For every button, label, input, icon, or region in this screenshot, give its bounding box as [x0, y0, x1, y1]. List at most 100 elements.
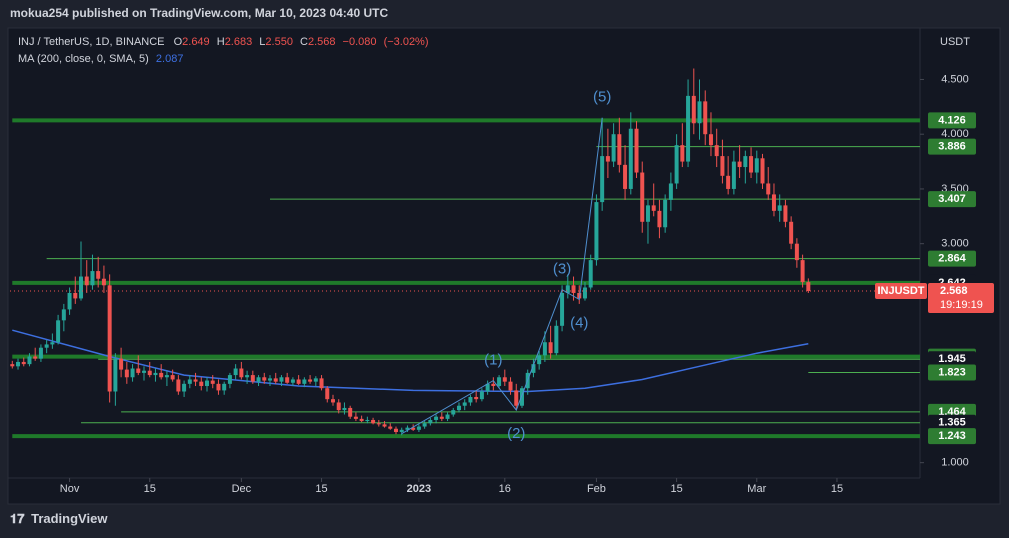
candle-body: [771, 194, 776, 211]
candle-body: [216, 383, 221, 391]
candle-body: [462, 402, 467, 406]
candle-body: [73, 292, 78, 299]
candle-body: [479, 391, 484, 400]
candle-body: [371, 419, 376, 424]
x-tick-label: 16: [499, 483, 511, 495]
candle-body: [623, 164, 628, 189]
candle-body: [61, 309, 66, 321]
candle-body: [439, 416, 444, 419]
y-tick-label: 3.000: [941, 238, 969, 250]
candle-body: [250, 375, 255, 382]
candle-body: [268, 378, 272, 381]
candle-body: [600, 156, 605, 203]
wave-label: (5): [593, 89, 611, 106]
candle-body: [794, 243, 799, 261]
level-label-box: [928, 428, 976, 445]
candle-body: [27, 356, 32, 365]
countdown: 19:19:19: [940, 299, 983, 311]
level-label-box: [928, 414, 976, 431]
candle-body: [548, 342, 553, 354]
candle-body: [124, 369, 129, 378]
candle-body: [393, 428, 398, 433]
change-percent: (−3.02%): [384, 36, 429, 48]
candle-body: [290, 379, 295, 383]
candle-body: [382, 424, 387, 427]
candle-body: [617, 134, 622, 165]
candle-body: [754, 158, 759, 173]
candle-body: [468, 396, 473, 403]
candle-body: [348, 407, 353, 417]
candle-body: [497, 377, 502, 387]
brand: TradingView: [31, 511, 108, 526]
candle-body: [285, 377, 290, 383]
level-label: 3.886: [938, 141, 966, 153]
candle-body: [434, 416, 439, 420]
candle-body: [657, 210, 662, 228]
ohlc-name: H: [217, 36, 225, 48]
candle-body: [531, 364, 536, 373]
level-label: 1.243: [938, 430, 966, 442]
symbol: INJ / TetherUS, 1D, BINANCE: [18, 36, 165, 48]
x-tick-label: 15: [144, 483, 156, 495]
candle-body: [611, 134, 616, 162]
candle-body: [674, 145, 679, 184]
candle-body: [21, 361, 26, 365]
candle-body: [205, 380, 210, 387]
wave-label: (1): [484, 352, 502, 369]
candle-body: [749, 156, 754, 173]
candle-body: [67, 292, 72, 310]
candle-body: [731, 161, 736, 189]
candle-body: [491, 383, 496, 387]
candle-body: [800, 260, 805, 283]
candle-body: [119, 358, 124, 370]
candle-body: [164, 375, 169, 378]
candle-body: [353, 416, 358, 419]
level-label-box: [928, 250, 976, 267]
candle-body: [686, 95, 691, 162]
candle-body: [101, 278, 106, 286]
candle-body: [422, 423, 427, 427]
candle-body: [783, 205, 788, 222]
candle-body: [474, 396, 479, 400]
ma-legend: MA (200, close, 0, SMA, 5) 2.087: [18, 53, 183, 65]
candle-body: [519, 388, 524, 406]
candle-body: [668, 183, 673, 200]
x-tick-label: 15: [670, 483, 682, 495]
publisher: mokua254 published on TradingView.com, M…: [10, 6, 388, 20]
candle-body: [210, 380, 215, 384]
candle-body: [428, 419, 433, 424]
candle-body: [50, 342, 55, 345]
candle-body: [405, 427, 410, 430]
candle-body: [279, 377, 284, 382]
candle-body: [336, 402, 341, 411]
ohlc-name: L: [259, 36, 265, 48]
wave-line: [401, 117, 603, 435]
candle-body: [308, 379, 313, 382]
candle-body: [325, 388, 330, 400]
ohlc-name: C: [300, 36, 308, 48]
candle-body: [147, 370, 152, 376]
candle-body: [777, 205, 782, 211]
candle-body: [743, 156, 748, 168]
candle-body: [537, 355, 542, 365]
candle-body: [640, 172, 645, 222]
level-label: 1.365: [938, 417, 966, 429]
candle-body: [330, 399, 335, 403]
candle-body: [571, 285, 576, 293]
candle-body: [554, 325, 559, 354]
candle-body: [582, 287, 587, 299]
wave-label: (3): [553, 261, 571, 278]
x-tick-label: Feb: [587, 483, 606, 495]
y-tick-label: 4.500: [941, 73, 969, 85]
candle-body: [313, 378, 318, 382]
candle-body: [84, 276, 89, 286]
ma-value: 2.087: [156, 53, 184, 65]
ohlc-name: O: [174, 36, 183, 48]
x-tick-label: 15: [831, 483, 843, 495]
level-label: 1.823: [938, 366, 966, 378]
ma-name: MA (200, close, 0, SMA, 5): [18, 53, 149, 65]
level-label: 2.864: [938, 252, 966, 264]
candle-body: [365, 419, 370, 422]
